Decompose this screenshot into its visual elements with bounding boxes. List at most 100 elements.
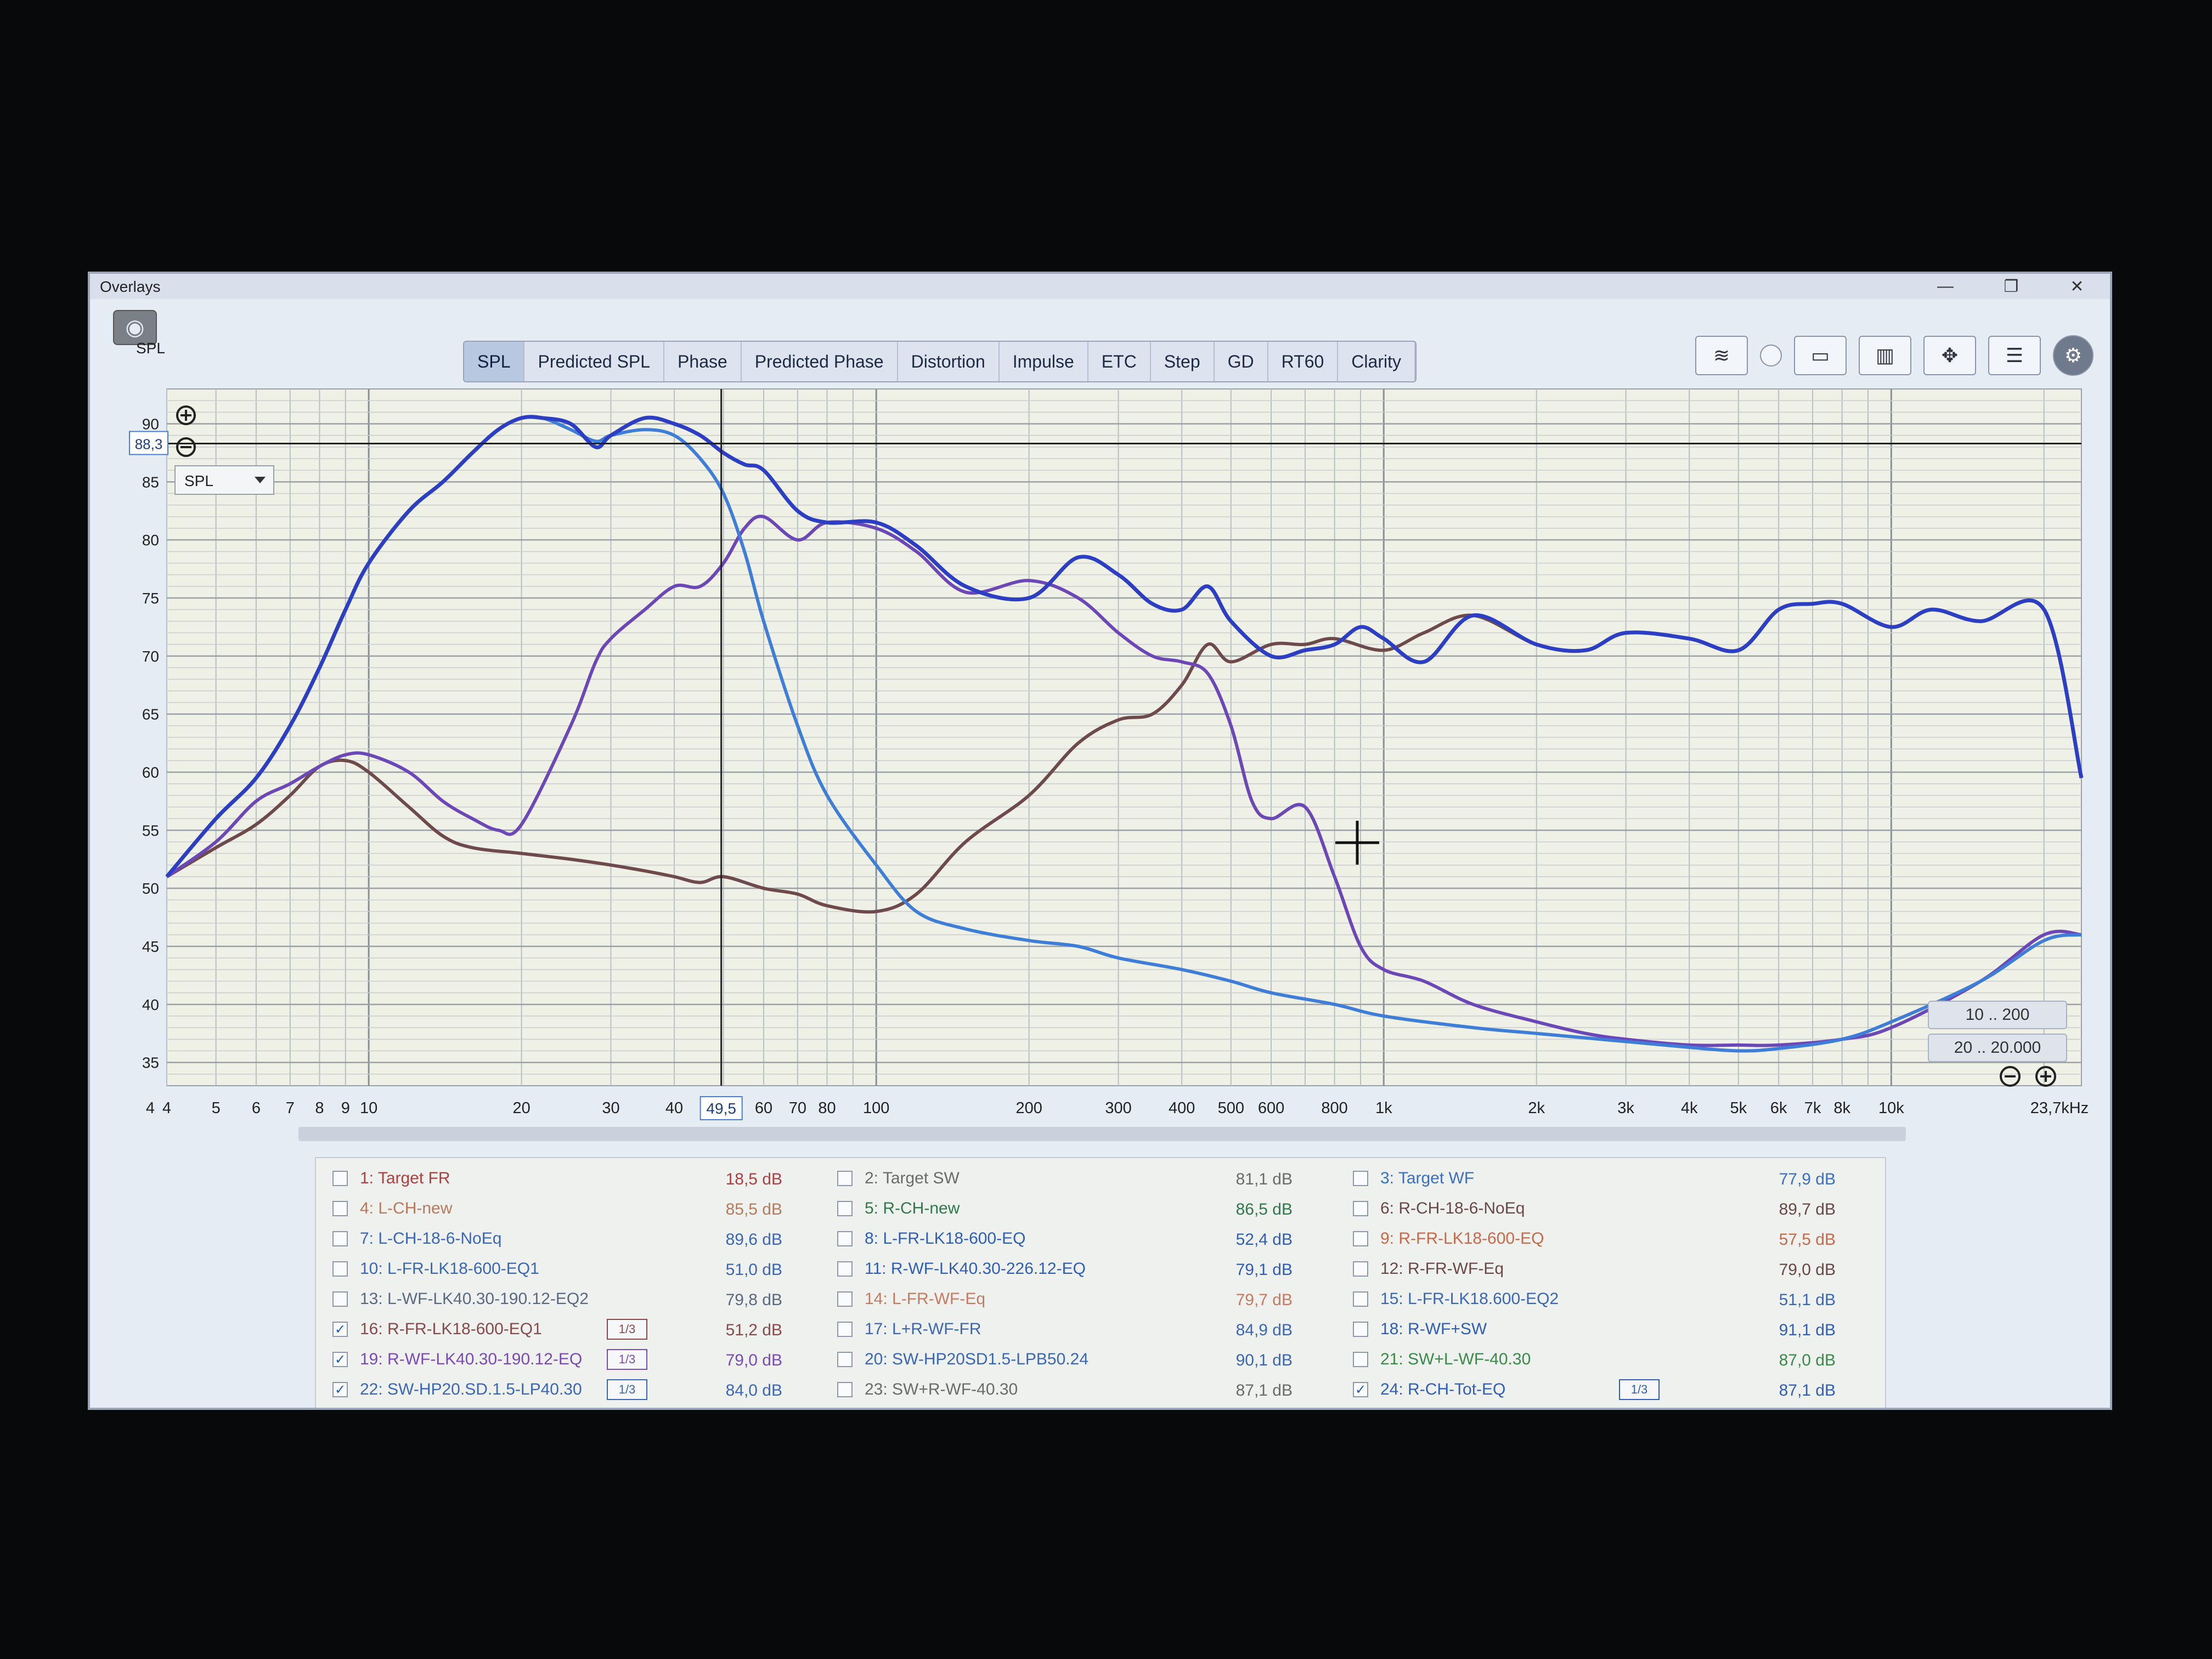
y-tick-label: 85 [142,473,159,490]
arrows-icon[interactable]: ✥ [1923,336,1976,375]
legend-label[interactable]: 23: SW+R-WF-40.30 [865,1380,1018,1398]
legend-label[interactable]: 19: R-WF-LK40.30-190.12-EQ [360,1350,583,1368]
x-tick-label: 10k [1878,1099,1904,1117]
legend-checkbox[interactable] [837,1171,853,1186]
range-20-20000-button[interactable]: 20 .. 20.000 [1928,1034,2067,1062]
tab-step[interactable]: Step [1151,342,1215,381]
legend-checkbox[interactable] [837,1231,853,1246]
legend-checkbox[interactable] [1353,1352,1368,1367]
legend-checkbox[interactable] [1353,1231,1368,1246]
tab-impulse[interactable]: Impulse [1000,342,1088,381]
smoothing-badge[interactable]: 1/3 [607,1349,647,1370]
monitor-icon[interactable]: ▭ [1794,336,1847,375]
x-tick-label: 60 [755,1099,772,1117]
window-title: Overlays [100,278,161,295]
legend-entry: 23: SW+R-WF-40.30 [837,1380,1018,1399]
legend-label[interactable]: 22: SW-HP20.SD.1.5-LP40.30 [360,1380,582,1398]
legend-checkbox[interactable]: ✓ [1353,1382,1368,1397]
legend-checkbox[interactable]: ✓ [332,1322,348,1337]
legend-checkbox[interactable] [1353,1201,1368,1216]
zoom-in-icon[interactable] [176,405,196,425]
y-tick-label: 80 [142,532,159,549]
tab-spl[interactable]: SPL [464,342,525,381]
legend-entry: 4: L-CH-new [332,1199,452,1218]
smoothing-badge[interactable]: 1/3 [607,1319,647,1340]
legend-label[interactable]: 1: Target FR [360,1169,450,1187]
maximize-button[interactable]: ❐ [2004,277,2019,296]
legend-checkbox[interactable] [837,1291,853,1307]
legend-label[interactable]: 9: R-FR-LK18-600-EQ [1380,1229,1544,1248]
legend-label[interactable]: 14: L-FR-WF-Eq [865,1290,986,1308]
legend-label[interactable]: 20: SW-HP20SD1.5-LPB50.24 [865,1350,1089,1368]
tab-clarity[interactable]: Clarity [1338,342,1415,381]
tab-rt60[interactable]: RT60 [1268,342,1339,381]
minimize-button[interactable]: — [1937,277,1954,295]
legend-label[interactable]: 17: L+R-WF-FR [865,1320,981,1338]
legend-entry: 20: SW-HP20SD1.5-LPB50.24 [837,1350,1088,1369]
legend-label[interactable]: 6: R-CH-18-6-NoEq [1380,1199,1525,1217]
legend-checkbox[interactable]: ✓ [332,1352,348,1367]
zoom-in-icon[interactable] [2035,1066,2056,1087]
legend-label[interactable]: 2: Target SW [865,1169,960,1187]
camera-icon[interactable]: ◉ [113,310,157,345]
horizontal-scrollbar[interactable] [298,1127,1906,1141]
x-tick-label: 70 [789,1099,806,1117]
zoom-out-icon[interactable] [176,437,196,457]
legend-checkbox[interactable] [837,1201,853,1216]
legend-label[interactable]: 5: R-CH-new [865,1199,960,1217]
series-line[interactable] [165,415,2084,878]
y-tick-label: 65 [142,706,159,723]
legend-checkbox[interactable] [1353,1322,1368,1337]
legend-label[interactable]: 8: L-FR-LK18-600-EQ [865,1229,1026,1248]
legend-label[interactable]: 3: Target WF [1380,1169,1475,1187]
legend-checkbox[interactable] [332,1231,348,1246]
tab-gd[interactable]: GD [1215,342,1268,381]
legend-label[interactable]: 16: R-FR-LK18-600-EQ1 [360,1320,542,1338]
legend-label[interactable]: 10: L-FR-LK18-600-EQ1 [360,1260,539,1278]
legend-checkbox[interactable] [332,1261,348,1277]
waterfall-icon[interactable]: ≋ [1695,336,1748,375]
legend-label[interactable]: 12: R-FR-WF-Eq [1380,1260,1504,1278]
legend-checkbox[interactable] [837,1261,853,1277]
legend-label[interactable]: 13: L-WF-LK40.30-190.12-EQ2 [360,1290,589,1308]
legend-checkbox[interactable] [1353,1261,1368,1277]
zoom-out-icon[interactable] [2000,1066,2021,1087]
legend-value: 79,8 dB [725,1291,782,1309]
range-10-200-button[interactable]: 10 .. 200 [1928,1001,2067,1029]
legend-label[interactable]: 15: L-FR-LK18.600-EQ2 [1380,1290,1559,1308]
tab-etc[interactable]: ETC [1088,342,1151,381]
legend-entry: 3: Target WF [1353,1169,1474,1188]
legend-checkbox[interactable] [837,1382,853,1397]
tab-distortion[interactable]: Distortion [898,342,1000,381]
legend-label[interactable]: 4: L-CH-new [360,1199,453,1217]
series-line[interactable] [166,515,2082,1047]
close-button[interactable]: ✕ [2070,277,2084,296]
radio-icon[interactable] [1760,345,1782,366]
y-tick-label: 35 [142,1054,159,1071]
legend-label[interactable]: 11: R-WF-LK40.30-226.12-EQ [865,1260,1086,1278]
columns-icon[interactable]: ▥ [1859,336,1911,375]
gear-icon[interactable]: ⚙ [2053,335,2094,376]
legend-label[interactable]: 21: SW+L-WF-40.30 [1380,1350,1531,1368]
cursor-freq: 49,5 [706,1100,736,1117]
legend-checkbox[interactable] [1353,1171,1368,1186]
legend-checkbox[interactable] [332,1291,348,1307]
legend-value: 87,1 dB [1779,1381,1836,1400]
legend-checkbox[interactable] [837,1322,853,1337]
legend-checkbox[interactable]: ✓ [332,1382,348,1397]
legend-checkbox[interactable] [332,1201,348,1216]
legend-label[interactable]: 24: R-CH-Tot-EQ [1380,1380,1506,1398]
tab-predicted-spl[interactable]: Predicted SPL [524,342,665,381]
tab-phase[interactable]: Phase [664,342,742,381]
legend-label[interactable]: 7: L-CH-18-6-NoEq [360,1229,502,1248]
tab-predicted-phase[interactable]: Predicted Phase [742,342,898,381]
x-tick-label: 10 [360,1099,377,1117]
legend-checkbox[interactable] [1353,1291,1368,1307]
panel-icon[interactable]: ☰ [1988,336,2041,375]
smoothing-badge[interactable]: 1/3 [1619,1379,1660,1400]
legend-checkbox[interactable] [332,1171,348,1186]
smoothing-badge[interactable]: 1/3 [607,1379,647,1400]
legend-checkbox[interactable] [837,1352,853,1367]
legend-label[interactable]: 18: R-WF+SW [1380,1320,1487,1338]
